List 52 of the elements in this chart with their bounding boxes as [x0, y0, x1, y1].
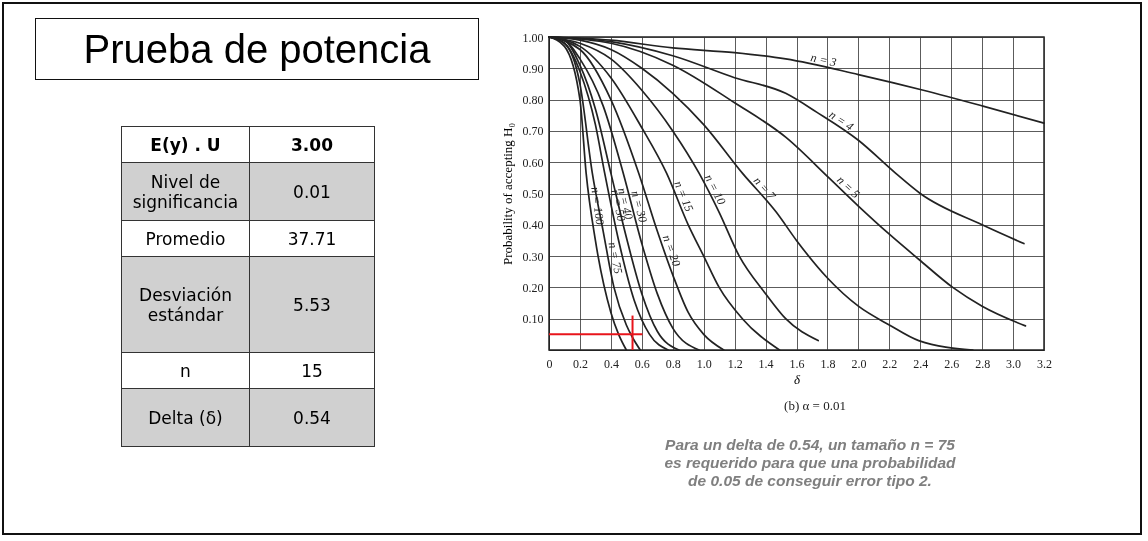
- x-tick-label: 1.0: [696, 356, 712, 371]
- text: Para un delta de 0.54, un tamaño n = 75 es requerido para que una probabilidad de 0.05 de conseguir error tipo 2.: [663, 436, 957, 490]
- x-tick-label: 1.4: [758, 356, 774, 371]
- x-tick-label: 1.6: [789, 356, 805, 371]
- y-tick-label: 0.60: [522, 155, 544, 170]
- y-tick-label: 0.20: [522, 280, 544, 295]
- x-tick-label: 0: [546, 356, 553, 371]
- text: n = 7: [750, 173, 780, 204]
- x-tick-label: 0.4: [603, 356, 619, 371]
- y-tick-label: 0.90: [522, 61, 544, 76]
- text: (b) α = 0.01: [783, 398, 847, 414]
- category-label: Desviación estándar: [121, 256, 250, 353]
- y-tick-label: 0.70: [522, 124, 544, 139]
- x-tick-label: 2.6: [944, 356, 960, 371]
- y-tick-label: 0.80: [522, 93, 544, 108]
- text: 15: [301, 360, 323, 381]
- text: n = 4: [826, 107, 857, 134]
- y-tick-label: 0.50: [522, 187, 544, 201]
- text: n = 5: [834, 172, 863, 201]
- text: 3.00: [291, 134, 333, 155]
- x-tick-label: 2.4: [913, 356, 929, 371]
- text: 37.71: [287, 228, 337, 249]
- x-tick-label: 2.0: [851, 356, 867, 371]
- text: Prueba de potencia: [35, 18, 479, 80]
- x-tick-label: 1.2: [727, 356, 743, 371]
- x-tick-label: 1.8: [820, 356, 836, 371]
- x-tick-label: 3.0: [1006, 356, 1022, 371]
- text: 0.54: [293, 407, 331, 428]
- text: n = 20: [659, 233, 684, 269]
- x-tick-label: 0.6: [634, 356, 650, 371]
- x-tick-label: 2.8: [975, 356, 991, 371]
- x-tick-label: 3.2: [1037, 356, 1052, 371]
- text: n = 75: [605, 240, 626, 275]
- category-label: E(y) . U: [121, 126, 250, 163]
- category-label: Promedio: [121, 220, 250, 257]
- y-tick-label: 0.40: [522, 218, 544, 233]
- category-label: Nivel de significancia: [121, 162, 250, 221]
- text: 5.53: [293, 294, 331, 315]
- y-axis-title: Probability of accepting H₀: [499, 122, 515, 266]
- x-tick-label: 0.2: [572, 356, 588, 371]
- category-label: n: [121, 352, 250, 389]
- y-tick-label: 1.00: [522, 30, 544, 45]
- y-tick-label: 0.10: [522, 312, 544, 327]
- text: 0.01: [293, 181, 331, 202]
- x-tick-label: 2.2: [882, 356, 898, 371]
- y-tick-label: 0.30: [522, 249, 544, 264]
- category-label: Delta (δ): [121, 388, 250, 447]
- text: n = 3: [809, 50, 838, 70]
- x-axis-title: δ: [793, 371, 801, 387]
- text: n = 15: [671, 178, 697, 214]
- text: n = 10: [701, 172, 729, 207]
- x-tick-label: 0.8: [665, 356, 681, 371]
